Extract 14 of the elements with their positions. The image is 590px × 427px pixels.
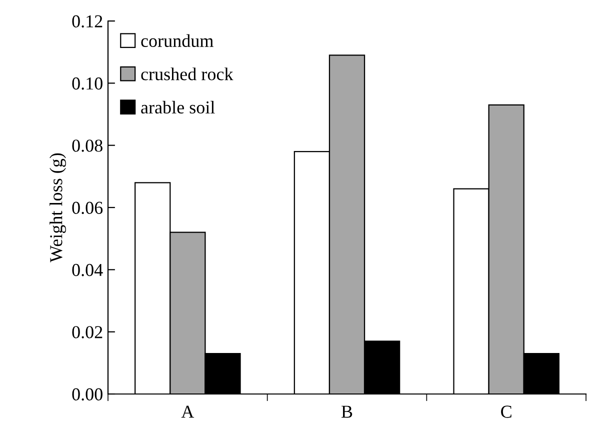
- x-tick-label: C: [501, 406, 512, 418]
- x-tick-label: A: [181, 406, 194, 418]
- y-tick-label: 0.00: [72, 388, 102, 401]
- legend-label: corundum: [141, 34, 214, 47]
- x-tick-label: B: [341, 406, 352, 418]
- y-tick-label: 0.08: [72, 140, 102, 152]
- y-axis-title: Weight loss (g): [50, 153, 66, 262]
- y-tick-label: 0.02: [72, 326, 102, 338]
- y-tick-label: 0.12: [72, 15, 102, 28]
- y-tick-label: 0.04: [72, 264, 103, 276]
- y-tick-label: 0.06: [72, 202, 103, 214]
- legend-label: arable soil: [141, 100, 215, 114]
- legend-label: crushed rock: [141, 68, 234, 80]
- y-tick-label: 0.10: [72, 77, 102, 90]
